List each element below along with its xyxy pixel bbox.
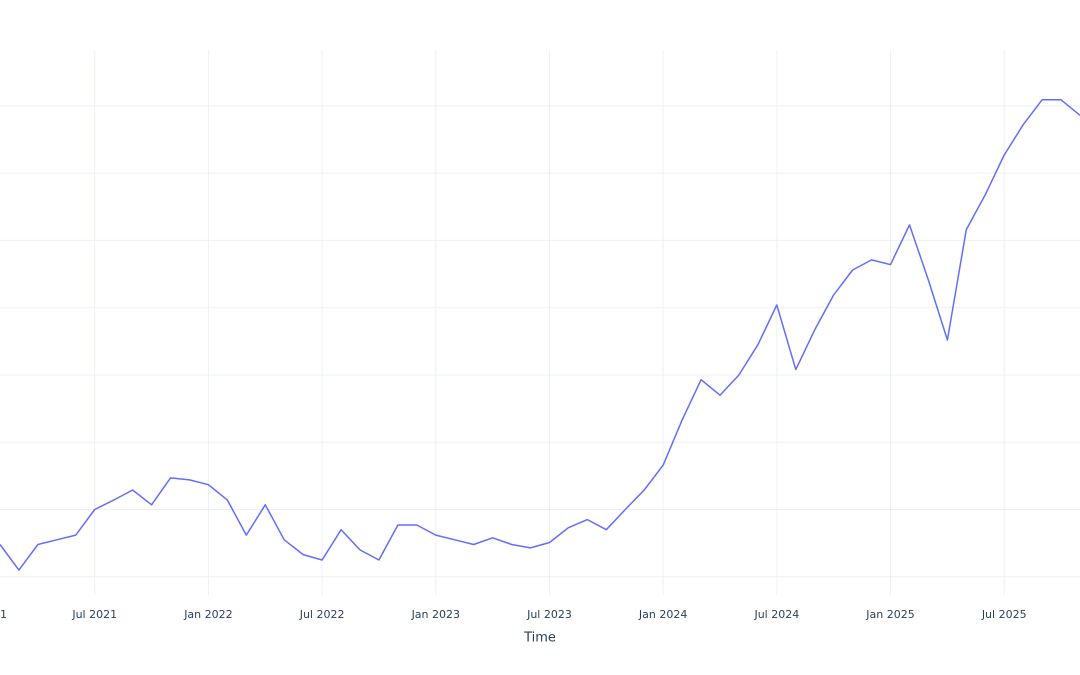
x-tick-label: Jul 2024 xyxy=(753,608,799,621)
x-tick-label: Jul 2025 xyxy=(981,608,1027,621)
x-tick-label: Jul 2021 xyxy=(71,608,117,621)
x-tick-label: Jan 2023 xyxy=(411,608,460,621)
x-axis-title: Time xyxy=(523,631,556,646)
x-tick-label: Jul 2022 xyxy=(299,608,345,621)
x-tick-label: Jan 2024 xyxy=(638,608,687,621)
x-tick-label: Jan 2022 xyxy=(183,608,232,621)
x-tick-label: 1 xyxy=(0,608,7,621)
line-series xyxy=(0,99,1080,571)
x-tick-label: Jul 2023 xyxy=(526,608,572,621)
x-tick-label: Jan 2025 xyxy=(865,608,914,621)
